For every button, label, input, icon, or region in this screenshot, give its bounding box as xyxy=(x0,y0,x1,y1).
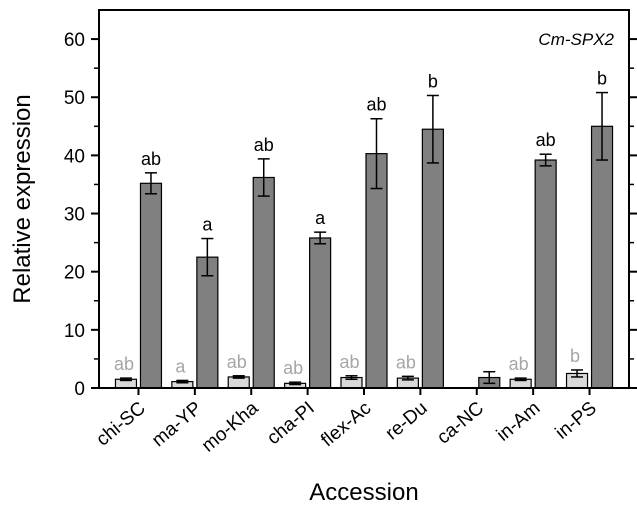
x-tick-label: ma-YP xyxy=(148,398,206,451)
bar xyxy=(309,237,332,389)
bars-layer xyxy=(114,125,614,389)
x-tick-label: cha-PI xyxy=(263,398,319,449)
y-tick-label: 50 xyxy=(64,88,85,109)
x-tick-label: re-Du xyxy=(382,398,432,445)
bar xyxy=(534,159,557,389)
x-tick-label: in-Am xyxy=(493,398,545,446)
bar xyxy=(421,128,444,389)
y-tick-label: 40 xyxy=(64,146,85,167)
bar xyxy=(196,256,219,389)
y-tick-label: 0 xyxy=(74,379,85,400)
x-tick-label: mo-Kha xyxy=(198,397,263,456)
bar xyxy=(139,182,163,389)
significance-label: ab xyxy=(396,352,416,372)
x-tick-label: chi-SC xyxy=(93,398,150,451)
error-bars-layer xyxy=(119,91,609,386)
significance-labels-layer: ab ab a a ab ab ab a ab ab ab b ab ab b b xyxy=(114,69,607,379)
significance-label: ab xyxy=(283,358,303,378)
x-tick-label: ca-NC xyxy=(433,398,488,449)
significance-label: a xyxy=(175,356,186,376)
y-axis: 0 10 20 30 40 50 60 xyxy=(64,30,637,400)
significance-label: ab xyxy=(536,130,556,150)
significance-label: b xyxy=(570,346,580,366)
significance-label: ab xyxy=(254,135,274,155)
x-tick-label: in-PS xyxy=(552,398,601,444)
y-axis-title: Relative expression xyxy=(9,94,36,303)
y-tick-label: 10 xyxy=(64,321,85,342)
x-tick-label: flex-Ac xyxy=(317,398,375,451)
y-tick-label: 60 xyxy=(64,30,85,51)
x-axis-title: Accession xyxy=(309,479,418,506)
significance-label: ab xyxy=(509,354,529,374)
significance-label: b xyxy=(428,71,438,91)
gene-annotation: Cm-SPX2 xyxy=(538,30,614,49)
significance-label: b xyxy=(597,69,607,89)
bar xyxy=(252,176,275,389)
significance-label: ab xyxy=(366,95,386,115)
significance-label: a xyxy=(202,215,213,235)
significance-label: a xyxy=(315,208,326,228)
significance-label: ab xyxy=(227,352,247,372)
significance-label: ab xyxy=(339,352,359,372)
y-tick-label: 20 xyxy=(64,263,85,284)
significance-label: ab xyxy=(114,354,134,374)
significance-label: ab xyxy=(141,149,161,169)
y-tick-label: 30 xyxy=(64,205,85,226)
bar xyxy=(590,125,614,389)
